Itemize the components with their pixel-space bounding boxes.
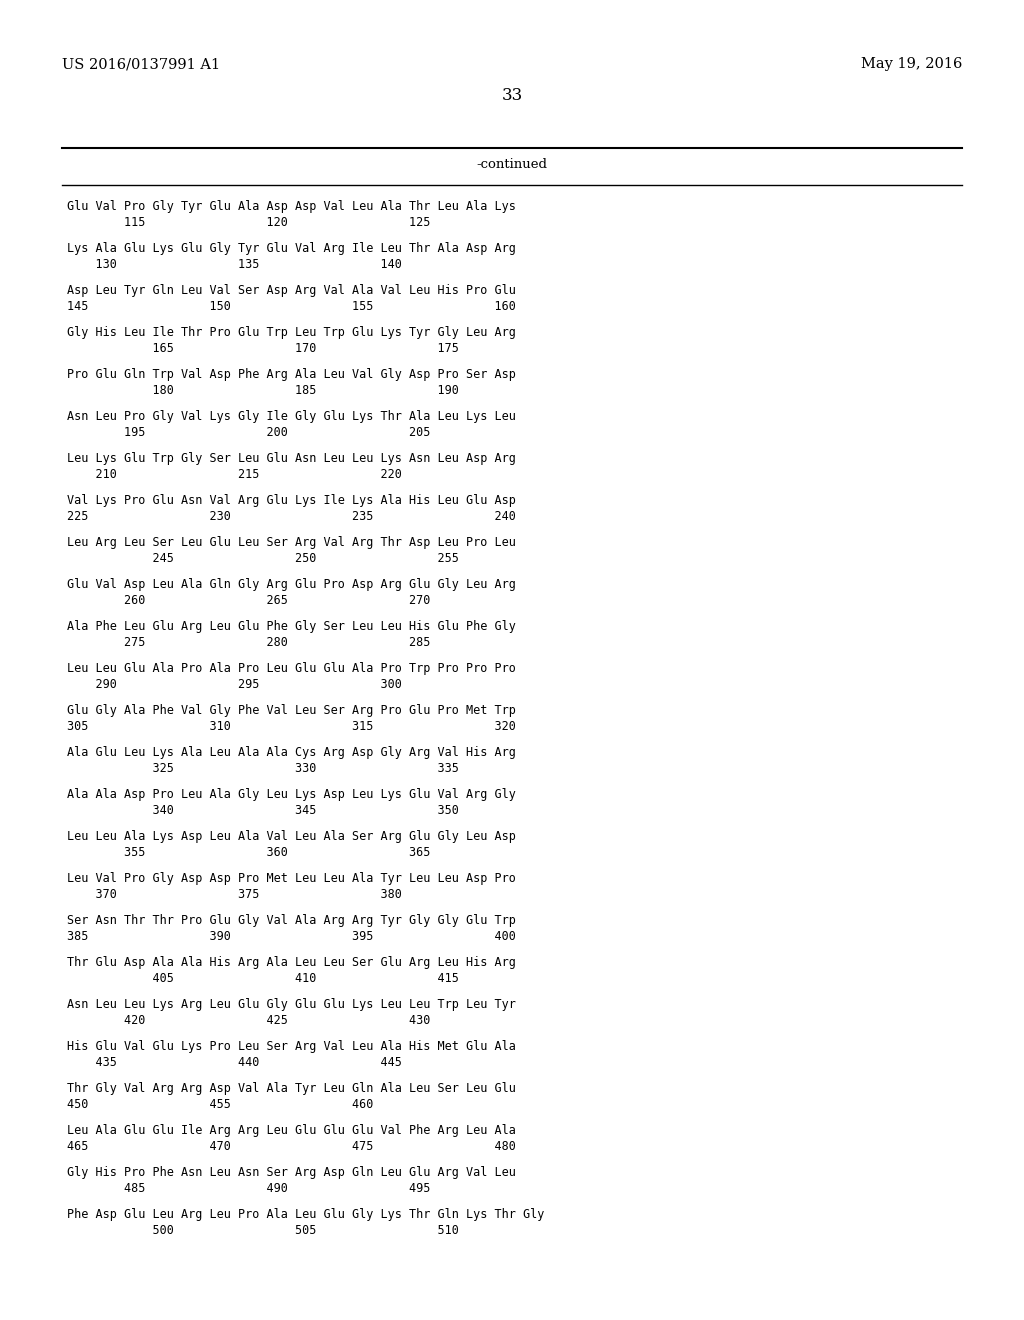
Text: 500                 505                 510: 500 505 510 [67,1224,459,1237]
Text: 305                 310                 315                 320: 305 310 315 320 [67,719,516,733]
Text: 405                 410                 415: 405 410 415 [67,972,459,985]
Text: Ala Phe Leu Glu Arg Leu Glu Phe Gly Ser Leu Leu His Glu Phe Gly: Ala Phe Leu Glu Arg Leu Glu Phe Gly Ser … [67,620,516,634]
Text: 340                 345                 350: 340 345 350 [67,804,459,817]
Text: Leu Ala Glu Glu Ile Arg Arg Leu Glu Glu Glu Val Phe Arg Leu Ala: Leu Ala Glu Glu Ile Arg Arg Leu Glu Glu … [67,1125,516,1137]
Text: Gly His Leu Ile Thr Pro Glu Trp Leu Trp Glu Lys Tyr Gly Leu Arg: Gly His Leu Ile Thr Pro Glu Trp Leu Trp … [67,326,516,339]
Text: Glu Val Asp Leu Ala Gln Gly Arg Glu Pro Asp Arg Glu Gly Leu Arg: Glu Val Asp Leu Ala Gln Gly Arg Glu Pro … [67,578,516,591]
Text: 420                 425                 430: 420 425 430 [67,1014,430,1027]
Text: Leu Leu Glu Ala Pro Ala Pro Leu Glu Glu Ala Pro Trp Pro Pro Pro: Leu Leu Glu Ala Pro Ala Pro Leu Glu Glu … [67,663,516,675]
Text: -continued: -continued [476,158,548,172]
Text: May 19, 2016: May 19, 2016 [860,57,962,71]
Text: Asn Leu Leu Lys Arg Leu Glu Gly Glu Glu Lys Leu Leu Trp Leu Tyr: Asn Leu Leu Lys Arg Leu Glu Gly Glu Glu … [67,998,516,1011]
Text: 325                 330                 335: 325 330 335 [67,762,459,775]
Text: Leu Leu Ala Lys Asp Leu Ala Val Leu Ala Ser Arg Glu Gly Leu Asp: Leu Leu Ala Lys Asp Leu Ala Val Leu Ala … [67,830,516,843]
Text: His Glu Val Glu Lys Pro Leu Ser Arg Val Leu Ala His Met Glu Ala: His Glu Val Glu Lys Pro Leu Ser Arg Val … [67,1040,516,1053]
Text: 165                 170                 175: 165 170 175 [67,342,459,355]
Text: Ala Ala Asp Pro Leu Ala Gly Leu Lys Asp Leu Lys Glu Val Arg Gly: Ala Ala Asp Pro Leu Ala Gly Leu Lys Asp … [67,788,516,801]
Text: Glu Val Pro Gly Tyr Glu Ala Asp Asp Val Leu Ala Thr Leu Ala Lys: Glu Val Pro Gly Tyr Glu Ala Asp Asp Val … [67,201,516,213]
Text: 290                 295                 300: 290 295 300 [67,678,401,690]
Text: Asn Leu Pro Gly Val Lys Gly Ile Gly Glu Lys Thr Ala Leu Lys Leu: Asn Leu Pro Gly Val Lys Gly Ile Gly Glu … [67,411,516,422]
Text: 130                 135                 140: 130 135 140 [67,257,401,271]
Text: Thr Gly Val Arg Arg Asp Val Ala Tyr Leu Gln Ala Leu Ser Leu Glu: Thr Gly Val Arg Arg Asp Val Ala Tyr Leu … [67,1082,516,1096]
Text: 485                 490                 495: 485 490 495 [67,1181,430,1195]
Text: Ala Glu Leu Lys Ala Leu Ala Ala Cys Arg Asp Gly Arg Val His Arg: Ala Glu Leu Lys Ala Leu Ala Ala Cys Arg … [67,746,516,759]
Text: 33: 33 [502,87,522,104]
Text: 260                 265                 270: 260 265 270 [67,594,430,607]
Text: 245                 250                 255: 245 250 255 [67,552,459,565]
Text: 210                 215                 220: 210 215 220 [67,469,401,480]
Text: 385                 390                 395                 400: 385 390 395 400 [67,931,516,942]
Text: US 2016/0137991 A1: US 2016/0137991 A1 [62,57,220,71]
Text: 145                 150                 155                 160: 145 150 155 160 [67,300,516,313]
Text: 195                 200                 205: 195 200 205 [67,426,430,440]
Text: Pro Glu Gln Trp Val Asp Phe Arg Ala Leu Val Gly Asp Pro Ser Asp: Pro Glu Gln Trp Val Asp Phe Arg Ala Leu … [67,368,516,381]
Text: 370                 375                 380: 370 375 380 [67,888,401,902]
Text: Thr Glu Asp Ala Ala His Arg Ala Leu Leu Ser Glu Arg Leu His Arg: Thr Glu Asp Ala Ala His Arg Ala Leu Leu … [67,956,516,969]
Text: Asp Leu Tyr Gln Leu Val Ser Asp Arg Val Ala Val Leu His Pro Glu: Asp Leu Tyr Gln Leu Val Ser Asp Arg Val … [67,284,516,297]
Text: Glu Gly Ala Phe Val Gly Phe Val Leu Ser Arg Pro Glu Pro Met Trp: Glu Gly Ala Phe Val Gly Phe Val Leu Ser … [67,704,516,717]
Text: 225                 230                 235                 240: 225 230 235 240 [67,510,516,523]
Text: Gly His Pro Phe Asn Leu Asn Ser Arg Asp Gln Leu Glu Arg Val Leu: Gly His Pro Phe Asn Leu Asn Ser Arg Asp … [67,1166,516,1179]
Text: Leu Arg Leu Ser Leu Glu Leu Ser Arg Val Arg Thr Asp Leu Pro Leu: Leu Arg Leu Ser Leu Glu Leu Ser Arg Val … [67,536,516,549]
Text: Phe Asp Glu Leu Arg Leu Pro Ala Leu Glu Gly Lys Thr Gln Lys Thr Gly: Phe Asp Glu Leu Arg Leu Pro Ala Leu Glu … [67,1208,545,1221]
Text: Leu Lys Glu Trp Gly Ser Leu Glu Asn Leu Leu Lys Asn Leu Asp Arg: Leu Lys Glu Trp Gly Ser Leu Glu Asn Leu … [67,451,516,465]
Text: 115                 120                 125: 115 120 125 [67,216,430,228]
Text: Lys Ala Glu Lys Glu Gly Tyr Glu Val Arg Ile Leu Thr Ala Asp Arg: Lys Ala Glu Lys Glu Gly Tyr Glu Val Arg … [67,242,516,255]
Text: Leu Val Pro Gly Asp Asp Pro Met Leu Leu Ala Tyr Leu Leu Asp Pro: Leu Val Pro Gly Asp Asp Pro Met Leu Leu … [67,873,516,884]
Text: 180                 185                 190: 180 185 190 [67,384,459,397]
Text: Ser Asn Thr Thr Pro Glu Gly Val Ala Arg Arg Tyr Gly Gly Glu Trp: Ser Asn Thr Thr Pro Glu Gly Val Ala Arg … [67,913,516,927]
Text: 275                 280                 285: 275 280 285 [67,636,430,649]
Text: 465                 470                 475                 480: 465 470 475 480 [67,1140,516,1152]
Text: 450                 455                 460: 450 455 460 [67,1098,374,1111]
Text: 435                 440                 445: 435 440 445 [67,1056,401,1069]
Text: 355                 360                 365: 355 360 365 [67,846,430,859]
Text: Val Lys Pro Glu Asn Val Arg Glu Lys Ile Lys Ala His Leu Glu Asp: Val Lys Pro Glu Asn Val Arg Glu Lys Ile … [67,494,516,507]
